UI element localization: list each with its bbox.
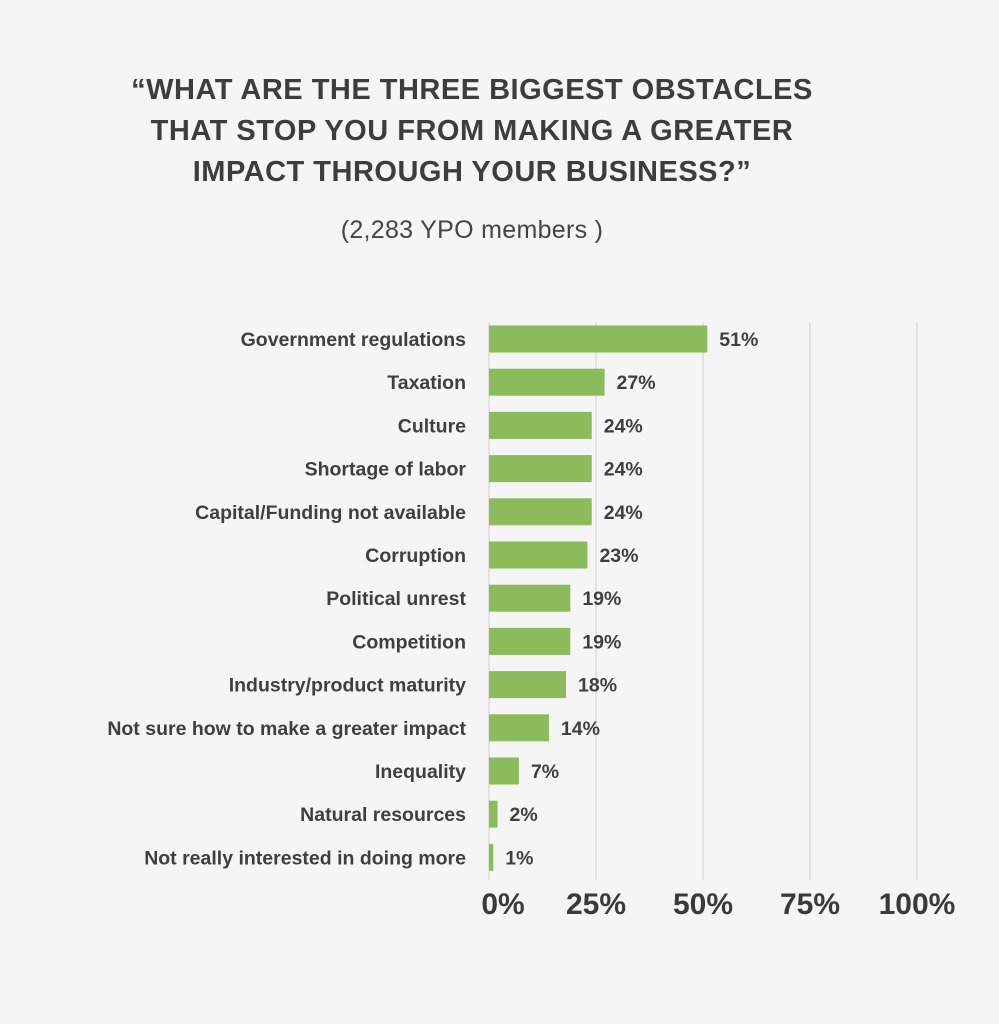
value-label: 24% [604, 415, 643, 437]
category-label: Capital/Funding not available [195, 502, 466, 524]
category-label: Inequality [375, 761, 466, 783]
value-label: 7% [531, 761, 559, 783]
bar [489, 368, 605, 396]
chart-title-line-2: THAT STOP YOU FROM MAKING A GREATER [150, 115, 794, 147]
category-label: Not really interested in doing more [144, 847, 466, 869]
x-tick-label: 100% [879, 888, 956, 921]
value-label: 2% [510, 804, 538, 826]
category-label: Culture [398, 415, 466, 437]
value-label: 24% [604, 459, 643, 481]
x-tick-label: 0% [481, 888, 524, 921]
category-label: Government regulations [241, 329, 467, 351]
bar [489, 671, 567, 699]
value-label: 19% [582, 588, 621, 610]
category-label: Corruption [365, 545, 466, 567]
bar [489, 714, 549, 742]
category-label: Competition [352, 631, 466, 653]
chart-title-line-1: “WHAT ARE THE THREE BIGGEST OBSTACLES [131, 74, 813, 106]
value-label: 14% [561, 718, 600, 740]
value-label: 27% [617, 372, 656, 394]
category-label: Not sure how to make a greater impact [107, 718, 466, 740]
value-label: 18% [578, 675, 617, 697]
chart-title: “WHAT ARE THE THREE BIGGEST OBSTACLES TH… [0, 70, 944, 193]
value-label: 23% [599, 545, 638, 567]
bar [489, 411, 592, 439]
chart-subtitle: (2,283 YPO members ) [340, 216, 604, 244]
x-tick-label: 25% [566, 888, 626, 921]
bar [489, 800, 498, 828]
chart-title-line-3: IMPACT THROUGH YOUR BUSINESS?” [192, 156, 752, 188]
bar [489, 843, 494, 871]
x-tick-label: 75% [780, 888, 840, 921]
bar [489, 455, 592, 483]
bar [489, 541, 588, 569]
value-label: 1% [505, 847, 533, 869]
category-label: Natural resources [300, 804, 466, 826]
value-label: 24% [604, 502, 643, 524]
bar [489, 584, 571, 612]
bar [489, 627, 571, 655]
bar [489, 325, 708, 353]
category-label: Political unrest [326, 588, 466, 610]
bar [489, 757, 519, 785]
category-label: Taxation [387, 372, 466, 394]
bar [489, 498, 592, 526]
value-label: 19% [582, 631, 621, 653]
value-label: 51% [719, 329, 758, 351]
x-tick-label: 50% [673, 888, 733, 921]
category-label: Industry/product maturity [229, 675, 466, 697]
category-label: Shortage of labor [305, 459, 467, 481]
